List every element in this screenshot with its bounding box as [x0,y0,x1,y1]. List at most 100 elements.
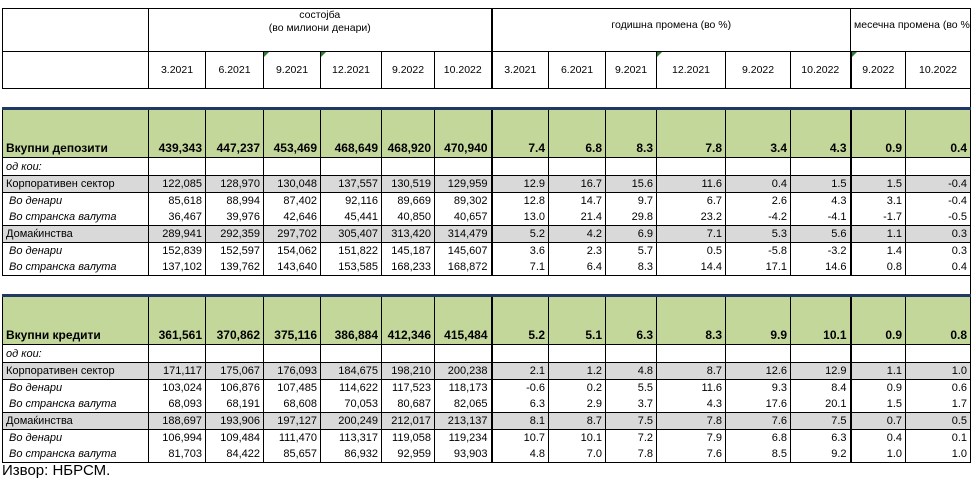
table-row: Корпоративен сектор 122,085 128,970 130,048… [2,175,972,193]
value-cell: 200,238 [433,362,492,380]
row-label: Во денари [2,242,149,259]
value-cell: 151,822 [320,242,382,259]
value-cell: 6.9 [605,225,657,243]
value-cell: -0.5 [905,209,972,226]
value-cell: 386,884 [320,294,382,345]
empty-cell [725,344,791,363]
value-cell: 92,959 [381,446,435,463]
table-row: Во денари 152,839 152,597 154,062 151,822 145… [2,242,972,259]
credits-total-label: Вкупни кредити [2,294,149,345]
value-cell: 6.7 [656,192,726,209]
value-cell: 1.5 [849,175,906,193]
header-period-monthly: 10.2022 [905,51,972,89]
header-period-stock: 12.2021 [320,51,382,89]
value-cell: 40,850 [381,209,435,226]
value-cell: 130,519 [381,175,435,193]
value-cell: 23.2 [656,209,726,226]
header-period-annual: 9.2022 [725,51,791,89]
value-cell: 3.4 [725,107,791,158]
table-row: Во странска валута 137,102 139,762 143,640 1… [2,259,972,276]
value-cell: 0.9 [849,294,906,345]
value-cell: 45,441 [320,209,382,226]
value-cell: 4.8 [605,362,657,380]
value-cell: 107,485 [263,379,321,396]
value-cell: 1.0 [905,362,972,380]
empty-cell [790,344,851,363]
value-cell: 213,137 [433,412,492,430]
value-cell: 197,127 [263,412,321,430]
empty-cell [320,344,382,363]
value-cell: 14.7 [548,192,606,209]
value-cell: 5.2 [490,225,549,243]
table-row: Домаќинства 188,697 193,906 197,127 200,249 2… [2,412,972,430]
row-label: Корпоративен сектор [2,362,149,380]
value-cell: 114,622 [320,379,382,396]
value-cell: 9.9 [725,294,791,345]
empty-cell [656,344,726,363]
row-label: Домаќинства [2,225,149,243]
empty-cell [849,344,906,363]
value-cell: 6.3 [490,396,549,413]
value-cell: 0.6 [905,379,972,396]
table-row: Домаќинства 289,941 292,359 297,702 305,407 3… [2,225,972,243]
value-cell: 2.9 [548,396,606,413]
empty-cell [548,157,606,176]
value-cell: 6.3 [790,429,851,446]
value-cell: 1.1 [849,225,906,243]
value-cell: 6.3 [605,294,657,345]
value-cell: 9.3 [725,379,791,396]
value-cell: 176,093 [263,362,321,380]
value-cell: 200,249 [320,412,382,430]
value-cell: 470,940 [433,107,492,158]
value-cell: 12.9 [790,362,851,380]
value-cell: 0.7 [849,412,906,430]
value-cell: 14.4 [656,259,726,276]
value-cell: 10.1 [548,429,606,446]
row-label: Во денари [2,192,149,209]
value-cell: 0.4 [905,107,972,158]
value-cell: 0.3 [905,242,972,259]
header-period-stock: 10.2022 [433,51,492,89]
header-period-annual: 9.2021 [605,51,657,89]
value-cell: 4.8 [490,446,549,463]
value-cell: 92,116 [320,192,382,209]
empty-cell [148,157,206,176]
value-cell: 109,484 [205,429,264,446]
value-cell: 129,959 [433,175,492,193]
value-cell: 6.8 [725,429,791,446]
value-cell: 6.4 [548,259,606,276]
value-cell: 145,607 [433,242,492,259]
header-corner [2,8,149,52]
value-cell: 8.3 [605,107,657,158]
empty-cell [205,344,264,363]
value-cell: 7.4 [490,107,549,158]
header-period-monthly: 9.2022 [849,51,906,89]
table-row: Во денари 106,994 109,484 111,470 113,317 119… [2,429,972,446]
value-cell: 119,234 [433,429,492,446]
empty-cell [320,157,382,176]
value-cell: 3.6 [490,242,549,259]
value-cell: 8.7 [548,412,606,430]
value-cell: 87,402 [263,192,321,209]
value-cell: 9.7 [605,192,657,209]
value-cell: -5.8 [725,242,791,259]
section-gap [2,88,972,109]
value-cell: 12.9 [490,175,549,193]
value-cell: 7.8 [605,446,657,463]
value-cell: 103,024 [148,379,206,396]
value-cell: 118,173 [433,379,492,396]
empty-cell [263,344,321,363]
value-cell: 2.6 [725,192,791,209]
value-cell: 7.0 [548,446,606,463]
empty-cell [433,344,492,363]
value-cell: 7.2 [605,429,657,446]
value-cell: 184,675 [320,362,382,380]
value-cell: 0.4 [849,429,906,446]
value-cell: 40,657 [433,209,492,226]
value-cell: 1.1 [849,362,906,380]
value-cell: 119,058 [381,429,435,446]
value-cell: 0.9 [849,379,906,396]
value-cell: 4.3 [790,107,851,158]
value-cell: 89,302 [433,192,492,209]
table-row: Во денари 103,024 106,876 107,485 114,622 117… [2,379,972,396]
